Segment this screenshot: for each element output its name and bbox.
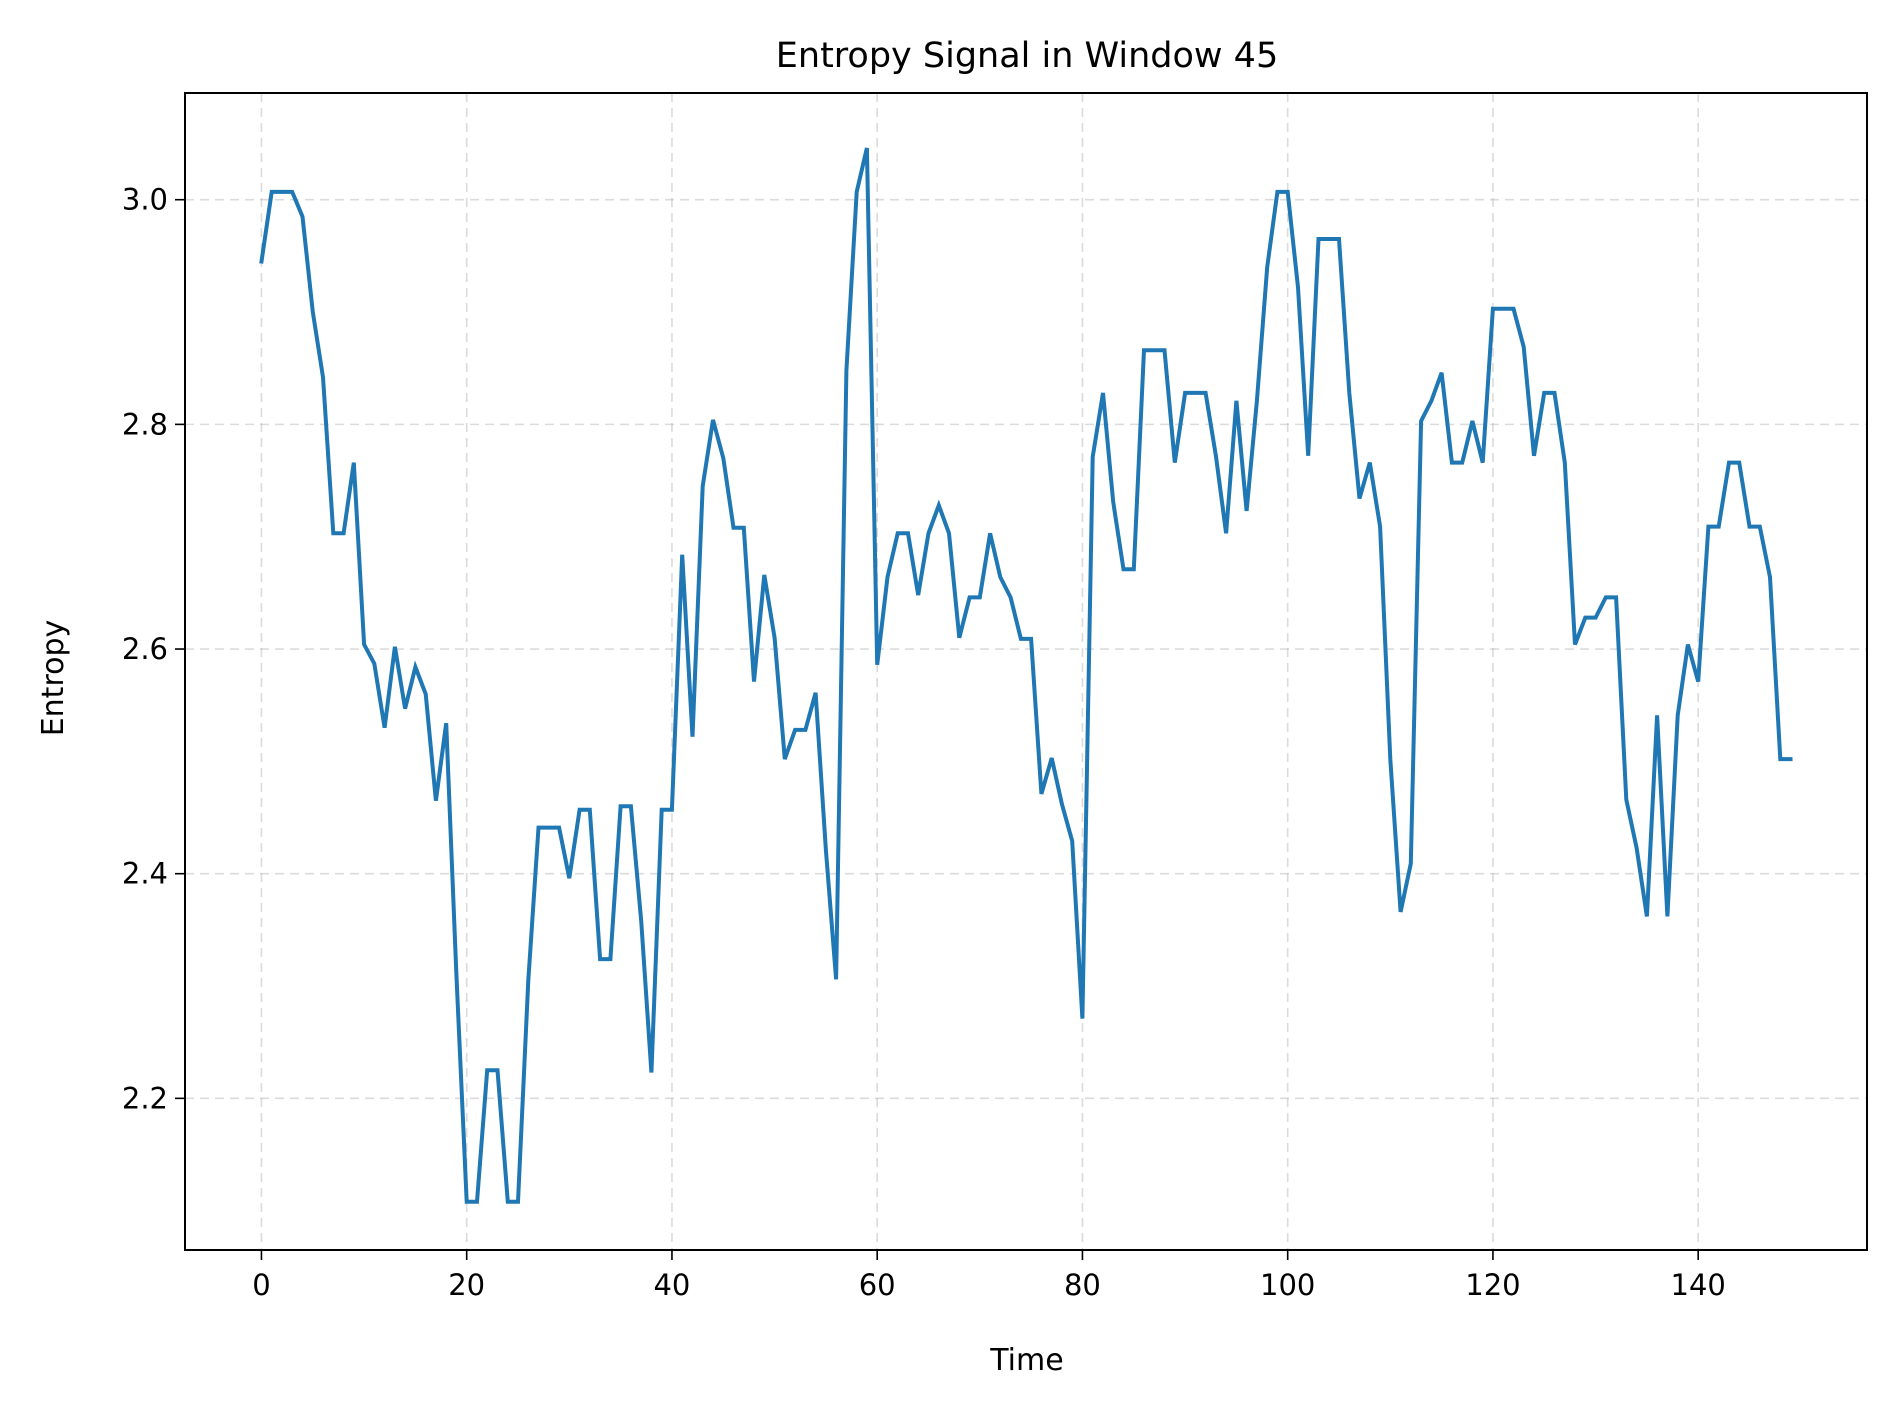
y-tick-label: 3.0 bbox=[122, 183, 168, 217]
x-axis-title: Time bbox=[989, 1343, 1063, 1378]
grid-lines bbox=[185, 93, 1867, 1250]
y-axis: 2.2 2.4 2.6 2.8 3.0 bbox=[122, 183, 185, 1115]
x-tick-label: 100 bbox=[1260, 1268, 1315, 1302]
x-tick-label: 140 bbox=[1671, 1268, 1726, 1302]
x-tick-label: 0 bbox=[252, 1268, 270, 1302]
y-tick-label: 2.6 bbox=[122, 632, 168, 666]
x-tick-label: 20 bbox=[448, 1268, 485, 1302]
x-tick-label: 80 bbox=[1064, 1268, 1101, 1302]
chart-title: Entropy Signal in Window 45 bbox=[776, 36, 1278, 76]
x-tick-label: 120 bbox=[1465, 1268, 1520, 1302]
x-tick-label: 40 bbox=[653, 1268, 690, 1302]
series-layer bbox=[259, 147, 1793, 1204]
y-tick-label: 2.8 bbox=[122, 407, 168, 441]
plot-frame bbox=[184, 92, 1868, 1251]
x-tick-label: 60 bbox=[859, 1268, 896, 1302]
y-axis-title: Entropy bbox=[36, 620, 71, 737]
x-axis: 0 20 40 60 80 100 120 140 bbox=[252, 1250, 1726, 1302]
series-line bbox=[259, 147, 1793, 1204]
y-tick-label: 2.2 bbox=[122, 1081, 168, 1115]
y-tick-label: 2.4 bbox=[122, 857, 168, 891]
